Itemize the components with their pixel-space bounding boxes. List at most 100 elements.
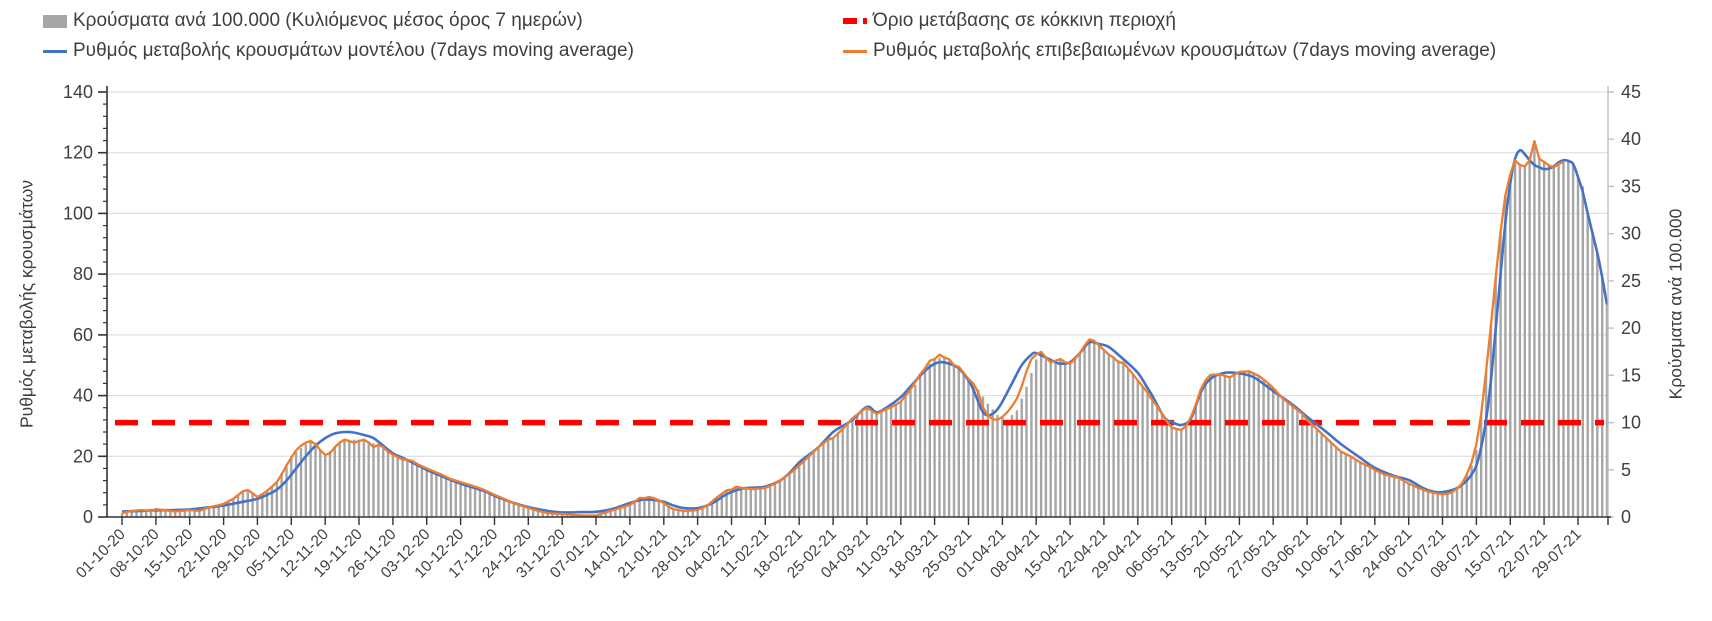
right-axis-tick-label: 5 xyxy=(1621,460,1631,480)
daily-bar xyxy=(827,440,830,517)
daily-bar xyxy=(1107,353,1110,517)
daily-bar xyxy=(178,510,182,517)
daily-bar xyxy=(769,485,772,517)
daily-bar xyxy=(1151,399,1154,517)
right-axis-tick-label: 30 xyxy=(1621,224,1641,244)
daily-bar xyxy=(232,498,235,517)
daily-bar xyxy=(706,505,709,517)
daily-bar xyxy=(1243,371,1246,517)
gridlines xyxy=(107,91,1608,457)
daily-bar xyxy=(977,389,980,517)
daily-bar xyxy=(556,513,559,517)
bar-swatch-icon xyxy=(43,14,67,28)
daily-bar xyxy=(541,511,544,517)
daily-bar xyxy=(962,374,965,517)
daily-bar xyxy=(1339,451,1343,517)
daily-bar xyxy=(1218,374,1222,517)
daily-bar xyxy=(498,497,501,517)
daily-bar xyxy=(270,485,274,517)
daily-bar xyxy=(246,489,249,517)
daily-bar xyxy=(759,488,762,517)
daily-bar xyxy=(193,509,196,517)
left-axis-tick-label: 140 xyxy=(63,82,93,102)
daily-bar xyxy=(1441,494,1444,517)
daily-bar xyxy=(1083,346,1086,517)
right-axis: 0 5 10 15 20 25 30 35 40 45 xyxy=(1607,82,1641,527)
daily-bar xyxy=(1509,174,1512,517)
daily-bar xyxy=(135,511,138,517)
daily-bar xyxy=(1136,380,1139,517)
left-axis-tick-label: 120 xyxy=(63,143,93,163)
daily-bar xyxy=(696,510,699,517)
left-axis-tick-label: 80 xyxy=(73,264,93,284)
daily-bar xyxy=(889,406,893,517)
daily-bar xyxy=(860,411,864,517)
daily-bar xyxy=(1088,339,1091,517)
daily-bar xyxy=(744,488,748,517)
daily-bar xyxy=(1334,447,1338,517)
daily-bar xyxy=(880,411,883,517)
daily-bar xyxy=(1064,361,1067,517)
daily-bar xyxy=(198,508,201,517)
daily-bar xyxy=(565,514,569,517)
daily-bar xyxy=(793,469,796,517)
left-axis-tick-label: 0 xyxy=(83,507,93,527)
daily-bar xyxy=(1117,360,1120,517)
daily-bar xyxy=(1523,166,1526,517)
daily-bar xyxy=(870,410,873,518)
daily-bar xyxy=(1141,386,1144,517)
daily-bar xyxy=(1412,485,1415,517)
left-axis: 0 20 40 60 80 100 120 140 xyxy=(63,82,108,527)
daily-bar xyxy=(807,456,811,517)
daily-bar xyxy=(1451,492,1454,517)
daily-bar xyxy=(657,500,661,517)
daily-bar xyxy=(1393,477,1396,517)
daily-bar xyxy=(377,445,380,517)
daily-bar xyxy=(420,466,424,517)
daily-bar xyxy=(145,510,148,517)
daily-bar xyxy=(778,481,782,517)
daily-bar xyxy=(1160,414,1164,517)
left-axis-tick-label: 40 xyxy=(73,386,93,406)
daily-bar xyxy=(710,502,714,517)
daily-bar xyxy=(1538,159,1541,517)
daily-bar xyxy=(367,441,370,517)
daily-bar xyxy=(1455,488,1459,517)
daily-bar xyxy=(1422,489,1425,517)
daily-bar xyxy=(430,470,433,517)
daily-bar xyxy=(918,376,922,518)
daily-bar xyxy=(294,451,298,517)
daily-bar xyxy=(909,390,912,517)
daily-bar xyxy=(1402,481,1405,517)
daily-bar xyxy=(304,444,307,517)
daily-bar xyxy=(643,497,646,517)
daily-bar xyxy=(1320,433,1323,517)
daily-bar xyxy=(972,384,975,517)
daily-bar xyxy=(1426,490,1430,517)
daily-bar xyxy=(1180,430,1183,517)
daily-bar xyxy=(1131,374,1135,517)
daily-bar xyxy=(164,509,167,517)
daily-bar xyxy=(154,509,158,517)
daily-bar xyxy=(1059,359,1062,517)
legend-label: Κρούσματα ανά 100.000 (Κυλιόμενος μέσος … xyxy=(73,10,583,31)
daily-bar xyxy=(493,495,496,517)
daily-bar xyxy=(875,414,878,517)
daily-bar xyxy=(159,509,162,517)
daily-bar xyxy=(798,465,801,517)
daily-bar xyxy=(1068,364,1072,517)
daily-bar xyxy=(1112,357,1115,517)
daily-bar xyxy=(1470,465,1473,517)
daily-bar xyxy=(1305,419,1309,517)
daily-bar xyxy=(324,454,327,517)
daily-bar xyxy=(406,459,409,517)
x-axis: 01-10-2008-10-2015-10-2022-10-2029-10-20… xyxy=(73,516,1611,582)
daily-bar xyxy=(996,415,999,517)
daily-bar xyxy=(764,487,767,517)
daily-bar xyxy=(314,445,317,517)
daily-bar xyxy=(701,507,704,517)
daily-bar xyxy=(1605,304,1609,517)
daily-bar xyxy=(619,508,622,517)
daily-bar xyxy=(754,488,757,517)
